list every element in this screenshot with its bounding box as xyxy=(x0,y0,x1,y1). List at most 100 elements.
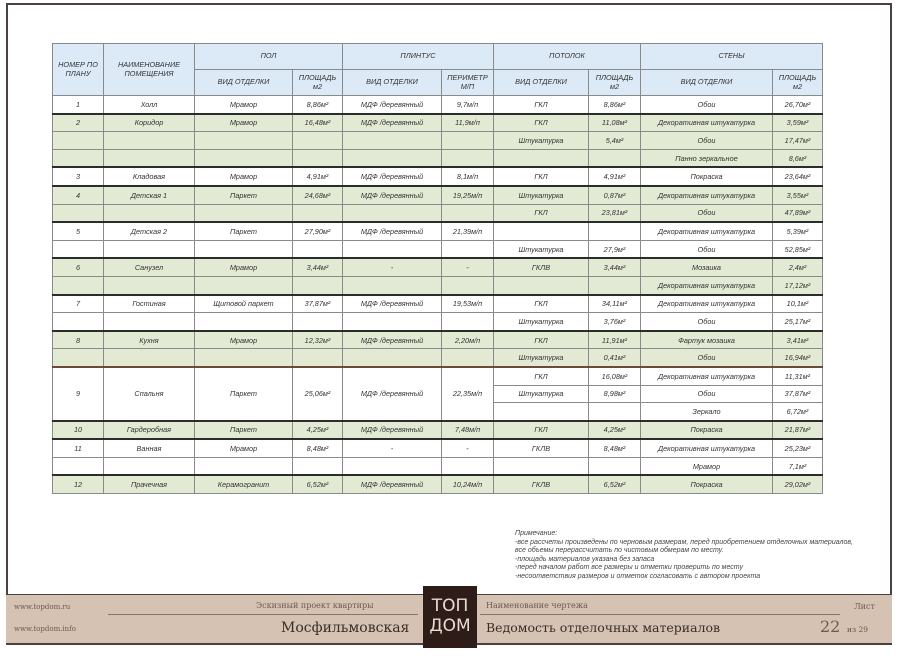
wall-area: 3,55м² xyxy=(772,184,823,205)
room-number xyxy=(52,148,104,168)
plinth-finish xyxy=(342,239,442,259)
floor-area: 6,52м² xyxy=(292,474,343,495)
walls-header: СТЕНЫ xyxy=(640,43,823,70)
room-number: 8 xyxy=(52,329,104,350)
wall-area: 26,70м² xyxy=(772,94,823,115)
floor-finish: Мрамор xyxy=(194,94,293,115)
room-name xyxy=(103,275,195,296)
wall-finish: Фартук мозаика xyxy=(640,329,773,350)
table-row: Декоративная штукатурка 17,12м² xyxy=(52,275,823,296)
table-row: 11 Ванная Мрамор 8,48м² - - ГКЛВ 8,48м² Декорати… xyxy=(52,438,823,458)
room-number: 6 xyxy=(52,257,104,277)
ceiling-finish: Штукатурка xyxy=(493,384,589,404)
notes-title: Примечание: xyxy=(515,530,558,537)
ceiling-area: 3,76м² xyxy=(588,312,641,332)
wall-finish: Декоративная штукатурка xyxy=(640,438,773,458)
floor-finish: Мрамор xyxy=(194,112,293,133)
floor-area: 12,32м² xyxy=(292,329,343,350)
ceiling-area-header: ПЛОЩАДЬ м2 xyxy=(588,69,641,96)
plinth-header: ПЛИНТУС xyxy=(342,43,494,70)
floor-area xyxy=(292,203,343,223)
floor-area: 4,25м² xyxy=(292,419,343,440)
table-row: 12 Прачечная Керамогранит 6,52м² МДФ /деревя… xyxy=(52,474,823,495)
plinth-perimeter xyxy=(441,203,494,223)
ceiling-area xyxy=(588,456,641,476)
plinth-finish: МДФ /деревянный xyxy=(342,419,442,440)
wall-area: 5,39м² xyxy=(772,221,823,241)
site-link-ru[interactable]: www.topdom.ru xyxy=(14,603,71,611)
wall-finish: Покраска xyxy=(640,419,773,440)
floor-finish: Паркет xyxy=(194,419,293,440)
wall-area: 10,1м² xyxy=(772,293,823,314)
table-row: Штукатурка 27,9м² Обои 52,85м² xyxy=(52,239,823,259)
plinth-finish xyxy=(342,148,442,168)
plinth-perimeter xyxy=(441,131,494,150)
plinth-perimeter: 22,35м/п xyxy=(441,365,494,422)
table-row: 8 Кухня Мрамор 12,32м² МДФ /деревянный 2,20м/… xyxy=(52,329,823,350)
table-row: 9 Спальня Паркет 25,06м² МДФ /деревянный 22,3… xyxy=(52,365,823,422)
floor-area: 8,86м² xyxy=(292,94,343,115)
plinth-finish xyxy=(342,348,442,368)
wall-area: 11,31м² xyxy=(772,365,823,386)
note-line: -перед началом работ все размеры и отмет… xyxy=(515,564,743,572)
wall-finish: Зеркало xyxy=(640,402,773,422)
room-name xyxy=(103,348,195,368)
plinth-perimeter: 19,25м/п xyxy=(441,184,494,205)
table-row: 2 Коридор Мрамор 16,48м² МДФ /деревянный 11,9… xyxy=(52,112,823,133)
wall-area: 17,47м² xyxy=(772,131,823,150)
floor-area xyxy=(292,148,343,168)
wall-finish: Обои xyxy=(640,131,773,150)
room-number: 1 xyxy=(52,94,104,115)
note-line: -все рассчеты произведены по черновым ра… xyxy=(515,538,853,546)
wall-area: 47,89м² xyxy=(772,203,823,223)
wall-finish: Обои xyxy=(640,203,773,223)
floor-finish xyxy=(194,239,293,259)
table-row: Мрамор 7,1м² xyxy=(52,456,823,476)
wall-finish: Декоративная штукатурка xyxy=(640,365,773,386)
site-link-info[interactable]: www.topdom.info xyxy=(14,625,76,633)
wall-finish: Покраска xyxy=(640,166,773,187)
ceiling-finish: ГКЛВ xyxy=(493,474,589,495)
wall-area: 25,23м² xyxy=(772,438,823,458)
wall-area: 6,72м² xyxy=(772,402,823,422)
wall-finish: Обои xyxy=(640,348,773,368)
topdom-logo: ТОП ДОМ xyxy=(423,586,477,648)
sheet-number: 22 xyxy=(820,617,841,636)
room-number xyxy=(52,348,104,368)
ceiling-area: 23,81м² xyxy=(588,203,641,223)
table-row: 1 Холл Мрамор 8,86м² МДФ /деревянный 9,7м/п ГК… xyxy=(52,94,823,115)
plinth-finish: - xyxy=(342,438,442,458)
wall-area: 2,4м² xyxy=(772,257,823,277)
divider xyxy=(108,614,418,615)
plinth-finish: МДФ /деревянный xyxy=(342,166,442,187)
floor-header: ПОЛ xyxy=(194,43,343,70)
room-number xyxy=(52,312,104,332)
plinth-type-header: ВИД ОТДЕЛКИ xyxy=(342,69,442,96)
wall-area: 16,94м² xyxy=(772,348,823,368)
plinth-finish xyxy=(342,275,442,296)
ceiling-finish: Штукатурка xyxy=(493,312,589,332)
ceiling-type-header: ВИД ОТДЕЛКИ xyxy=(493,69,589,96)
room-name: Прачечная xyxy=(103,474,195,495)
sheet-label: Лист xyxy=(854,602,875,611)
floor-finish xyxy=(194,148,293,168)
drawing-name: Ведомость отделочных материалов xyxy=(486,620,721,635)
floor-finish: Паркет xyxy=(194,365,293,422)
sheet-total: из 29 xyxy=(847,625,869,634)
floor-area xyxy=(292,456,343,476)
wall-finish: Обои xyxy=(640,384,773,404)
floor-area: 16,48м² xyxy=(292,112,343,133)
note-line: все объемы перерассчитать по чистовым об… xyxy=(515,547,724,555)
room-number xyxy=(52,131,104,150)
room-number xyxy=(52,203,104,223)
ceiling-finish: ГКЛВ xyxy=(493,257,589,277)
ceiling-area xyxy=(588,402,641,422)
ceiling-header: ПОТОЛОК xyxy=(493,43,641,70)
plinth-finish: МДФ /деревянный xyxy=(342,365,442,422)
table-row: Штукатурка 0,41м² Обои 16,94м² xyxy=(52,348,823,368)
floor-area xyxy=(292,348,343,368)
ceiling-finish: Штукатурка xyxy=(493,239,589,259)
floor-finish: Мрамор xyxy=(194,166,293,187)
floor-finish xyxy=(194,456,293,476)
floor-area: 3,44м² xyxy=(292,257,343,277)
